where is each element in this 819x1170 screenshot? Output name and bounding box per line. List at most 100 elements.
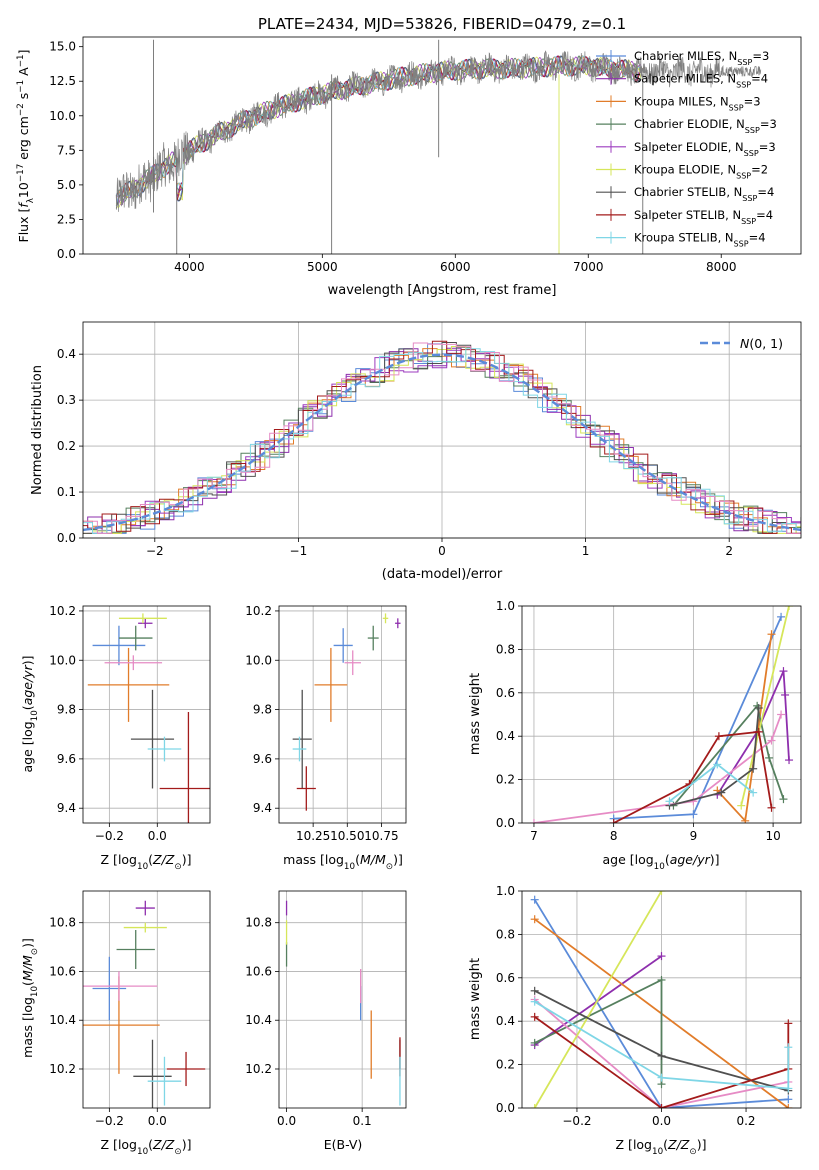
z-mass-ytick-label: 10.4	[49, 1013, 76, 1027]
ebv-mass-xtick-label: 0.0	[277, 1114, 296, 1128]
ebv-mass-axes: 0.0 0.1 10.2 10.4 10.6 10.8	[245, 891, 406, 1128]
label-part: SSP	[741, 216, 756, 225]
mass-age-ytick-label: 10.2	[245, 604, 272, 618]
age-weight-ytick-label: 0.8	[496, 642, 515, 656]
label-part: SSP	[736, 171, 751, 180]
z-age-ytick-label: 10.0	[49, 653, 76, 667]
label-part: (	[663, 1137, 668, 1152]
age-weight-series-line	[533, 714, 782, 823]
label-part: ⊙	[174, 862, 181, 872]
residual-ytick-label: 0.2	[57, 439, 76, 453]
mass-age-plot	[292, 613, 401, 811]
z-age-axes: −0.2 0.0 9.4 9.6 9.8 10.0 10.2	[49, 604, 210, 843]
label-part: )]	[20, 655, 35, 665]
label-part: (	[20, 705, 35, 710]
residual-xtick-label: 2	[725, 544, 733, 558]
legend-entry-label: Chabrier STELIB, NSSP=4	[634, 185, 774, 203]
label-part: =4	[749, 231, 766, 245]
residual-xtick-label: 1	[582, 544, 590, 558]
z-weight-xtick-label: 0.0	[652, 1114, 671, 1128]
z-mass-x-axis-label: Z [log10(Z/Z⊙)]	[101, 1137, 192, 1157]
label-part: M/M	[20, 955, 35, 981]
mass-age-xtick-label: 10.50	[330, 829, 364, 843]
z-weight-series-line	[534, 1000, 790, 1090]
z-weight-x-axis-label: Z [log10(Z/Z⊙)]	[616, 1137, 707, 1157]
z-mass-xtick-label: −0.2	[95, 1114, 124, 1128]
label-part: log	[118, 1137, 137, 1152]
label-part: −2	[16, 103, 26, 116]
label-part: =3	[744, 94, 761, 108]
ebv-mass-ytick-label: 10.2	[245, 1062, 272, 1076]
label-part: log	[118, 852, 137, 867]
label-part: 10	[16, 182, 31, 198]
label-part: Z/Z	[667, 1137, 690, 1152]
label-part: ⊙	[30, 948, 40, 955]
label-part: Z/Z	[152, 852, 175, 867]
label-part: =3	[760, 117, 777, 131]
label-part: −1	[16, 80, 26, 93]
label-part: s	[16, 93, 31, 104]
z-weight-ytick-label: 0.4	[496, 1014, 515, 1028]
label-part: λ	[26, 198, 36, 203]
z-weight-ytick-label: 0.6	[496, 971, 515, 985]
label-part: (	[148, 1137, 153, 1152]
mass-age-ytick-label: 10.0	[245, 653, 272, 667]
label-part: SSP	[745, 126, 760, 135]
z-age-ytick-label: 9.4	[57, 801, 76, 815]
legend-entry-label: Chabrier MILES, NSSP=3	[634, 49, 769, 67]
age-weight-ytick-label: 0.0	[496, 816, 515, 830]
spectrum-y-axis-label: Flux [fλ10−17 erg cm−2 s−1 A−1]	[16, 50, 36, 243]
z-mass-frame	[82, 890, 211, 1109]
z-weight-series-line	[533, 899, 789, 1108]
label-part: log	[20, 721, 35, 740]
residual-xtick-label: 0	[438, 544, 446, 558]
spectrum-axes: 4000 5000 6000 7000 8000 0.0 2.5 5.0 7.5 10.0 12.5…	[49, 40, 736, 274]
label-part: 10	[30, 710, 40, 721]
label-part: age/yr	[670, 852, 711, 867]
label-part: log	[633, 1137, 652, 1152]
z-mass-axes: −0.2 0.0 10.2 10.4 10.6 10.8	[49, 891, 210, 1128]
label-part: 10	[137, 862, 148, 872]
mass-age-frame	[278, 605, 407, 824]
residual-ytick-label: 0.3	[57, 393, 76, 407]
spectrum-ytick-label: 0.0	[57, 247, 76, 261]
label-part: SSP	[737, 58, 752, 67]
spectrum-ytick-label: 10.0	[49, 109, 76, 123]
z-weight-y-axis-label: mass weight	[468, 958, 483, 1040]
label-part: )]	[20, 938, 35, 948]
residual-xtick-label: −1	[290, 544, 308, 558]
residual-x-axis-label: (data-model)/error	[382, 567, 503, 582]
label-part: M/M	[360, 852, 386, 867]
label-part: (	[665, 852, 670, 867]
z-weight-ytick-label: 0.8	[496, 927, 515, 941]
z-age-x-axis-label: Z [log10(Z/Z⊙)]	[101, 852, 192, 872]
mass-age-ytick-label: 9.4	[253, 801, 272, 815]
label-part: A	[16, 67, 31, 80]
spectrum-xtick-label: 8000	[706, 260, 737, 274]
label-part: (	[355, 852, 360, 867]
label-part: age [	[602, 852, 634, 867]
label-part: Z [	[101, 1137, 118, 1152]
label-part: Salpeter STELIB, N	[634, 208, 741, 222]
label-part: Z [	[616, 1137, 633, 1152]
label-part: Kroupa MILES, N	[634, 94, 729, 108]
residual-histogram	[83, 348, 801, 534]
label-part: Kroupa STELIB, N	[634, 231, 734, 245]
residual-y-axis-label: Normed distribution	[30, 365, 45, 495]
label-part: mass [	[283, 852, 325, 867]
age-weight-ytick-label: 0.2	[496, 773, 515, 787]
age-weight-xtick-label: 10	[765, 829, 780, 843]
mass-age-x-axis-label: mass [log10(M/M⊙)]	[283, 852, 403, 872]
age-weight-frame	[521, 605, 802, 824]
label-part: −1	[16, 54, 26, 67]
residual-histogram	[83, 340, 801, 534]
residual-ytick-label: 0.1	[57, 485, 76, 499]
z-weight-series-line	[533, 891, 663, 1108]
mass-age-xtick-label: 10.75	[364, 829, 398, 843]
mass-age-ytick-label: 9.8	[253, 703, 272, 717]
label-part: 10	[344, 862, 355, 872]
age-weight-xtick-label: 7	[530, 829, 538, 843]
label-part: log	[325, 852, 344, 867]
label-part: Salpeter ELODIE, N	[634, 140, 744, 154]
label-part: −17	[16, 164, 26, 182]
